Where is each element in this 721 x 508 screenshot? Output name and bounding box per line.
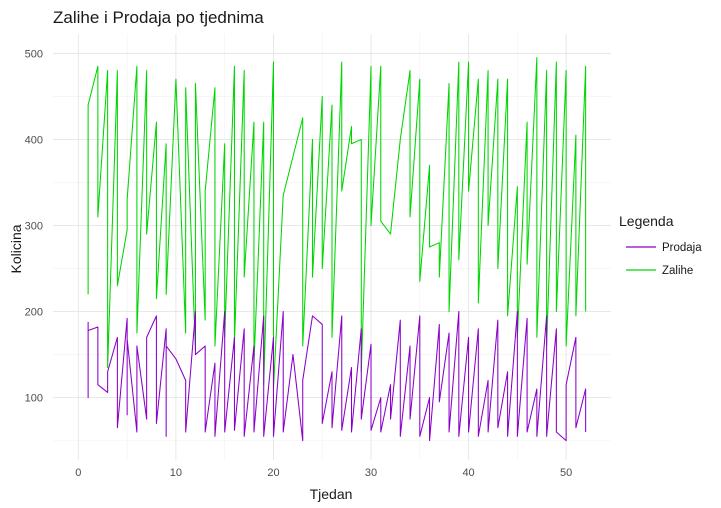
x-tick-label: 0 — [75, 467, 81, 479]
x-tick-label: 40 — [462, 467, 474, 479]
series-line-zalihe — [87, 57, 587, 390]
x-axis-ticks: 0 10 20 30 40 50 — [75, 467, 572, 479]
x-axis-title: Tjedan — [310, 486, 353, 502]
chart-title: Zalihe i Prodaja po tjednima — [53, 8, 264, 27]
legend-title: Legenda — [619, 213, 674, 229]
legend-label-prodaja: Prodaja — [662, 242, 702, 254]
y-tick-label: 400 — [25, 134, 43, 146]
y-axis-title: Kolicina — [8, 224, 24, 273]
x-tick-label: 10 — [170, 467, 182, 479]
y-tick-label: 500 — [25, 48, 43, 60]
x-tick-label: 50 — [560, 467, 572, 479]
series-layer — [87, 57, 587, 442]
legend-items: Prodaja Zalihe — [626, 242, 702, 277]
legend-label-zalihe: Zalihe — [662, 265, 693, 277]
x-tick-label: 30 — [365, 467, 377, 479]
y-tick-label: 100 — [25, 393, 43, 405]
y-tick-label: 300 — [25, 220, 43, 232]
x-tick-label: 20 — [267, 467, 279, 479]
legend: Legenda Prodaja Zalihe — [619, 213, 702, 277]
series-line-prodaja — [87, 311, 587, 442]
y-axis-ticks: 100 200 300 400 500 — [25, 48, 43, 404]
y-tick-label: 200 — [25, 307, 43, 319]
